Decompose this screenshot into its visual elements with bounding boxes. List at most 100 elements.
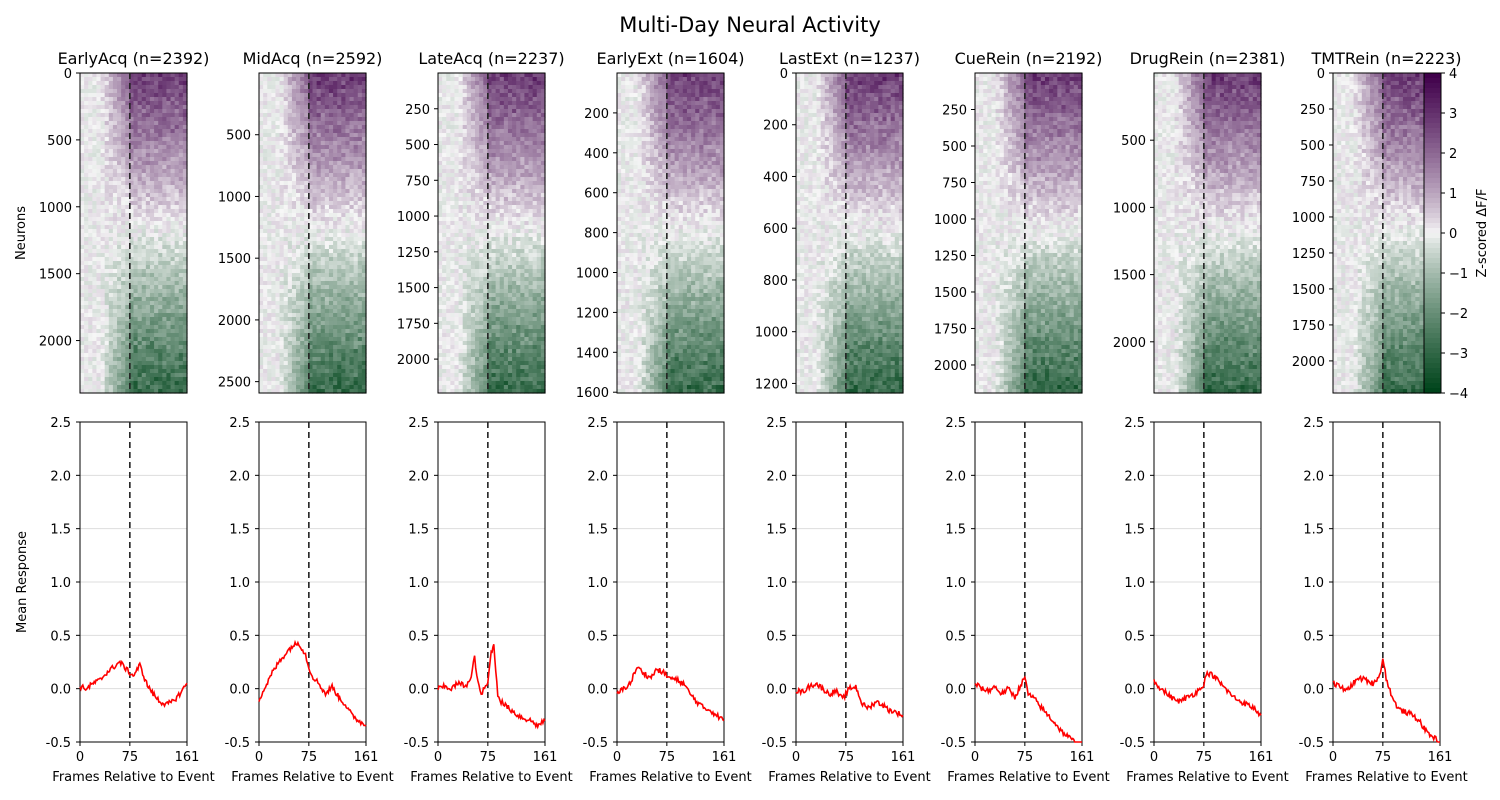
heatmap-cell	[304, 261, 309, 266]
heatmap-cell	[263, 133, 268, 138]
heatmap-cell	[158, 245, 163, 250]
heatmap-cell	[540, 129, 546, 134]
heatmap-cell	[174, 273, 180, 278]
heatmap-cell	[337, 81, 342, 86]
heatmap-cell	[287, 137, 293, 142]
heatmap-cell	[296, 161, 301, 166]
heatmap-cell	[145, 121, 151, 126]
heatmap-cell	[536, 117, 542, 122]
heatmap-cell	[454, 141, 460, 146]
heatmap-cell	[162, 261, 168, 266]
heatmap-cell	[283, 261, 289, 266]
heatmap-cell	[536, 181, 542, 186]
heatmap-cell	[96, 329, 102, 334]
heatmap-cell	[112, 229, 118, 234]
heatmap-cell	[275, 225, 281, 230]
heatmap-cell	[112, 333, 118, 338]
heatmap-cell	[178, 357, 184, 362]
heatmap-cell	[108, 245, 114, 250]
heatmap-cell	[125, 237, 130, 242]
heatmap-cell	[361, 181, 367, 186]
heatmap-cell	[80, 169, 85, 174]
heatmap-cell	[454, 161, 460, 166]
heatmap-cell	[349, 189, 355, 194]
heatmap-cell	[84, 289, 89, 294]
heatmap-cell	[162, 345, 168, 350]
heatmap-cell	[279, 325, 285, 330]
heatmap-cell	[170, 369, 176, 374]
heatmap-cell	[304, 125, 309, 130]
heatmap-cell	[308, 241, 314, 246]
heatmap-cell	[341, 297, 347, 302]
heatmap-cell	[345, 281, 351, 286]
heatmap-cell	[104, 173, 110, 178]
heatmap-cell	[158, 261, 163, 266]
heatmap-cell	[158, 149, 163, 154]
heatmap-cell	[283, 121, 289, 126]
heatmap-cell	[287, 165, 293, 170]
heatmap-cell	[337, 369, 342, 374]
heatmap-cell	[349, 345, 355, 350]
heatmap-cell	[312, 305, 318, 310]
heatmap-cell	[446, 101, 451, 106]
heatmap-cell	[454, 97, 460, 102]
heatmap-cell	[304, 325, 309, 330]
heatmap-cell	[316, 189, 322, 194]
heatmap-cell	[479, 73, 484, 78]
heatmap-cell	[267, 197, 272, 202]
heatmap-cell	[296, 297, 301, 302]
heatmap-cell	[499, 157, 505, 162]
heatmap-cell	[108, 261, 114, 266]
heatmap-cell	[88, 229, 93, 234]
heatmap-cell	[149, 221, 155, 226]
heatmap-cell	[361, 221, 367, 226]
heatmap-cell	[308, 97, 314, 102]
heatmap-cell	[133, 277, 139, 282]
heatmap-cell	[117, 297, 122, 302]
heatmap-cell	[462, 77, 468, 82]
heatmap-cell	[328, 197, 334, 202]
heatmap-cell	[137, 209, 143, 214]
heatmap-cell	[353, 269, 359, 274]
heatmap-cell	[483, 117, 488, 122]
heatmap-cell	[470, 185, 476, 190]
heatmap-cell	[259, 341, 264, 346]
heatmap-cell	[174, 305, 180, 310]
heatmap-cell	[149, 381, 155, 386]
heatmap-cell	[259, 301, 264, 306]
heatmap-cell	[158, 253, 163, 258]
heatmap-cell	[275, 269, 281, 274]
heatmap-cell	[271, 169, 277, 174]
heatmap-cell	[158, 265, 163, 270]
heatmap-cell	[324, 377, 330, 382]
heatmap-cell	[308, 137, 314, 142]
heatmap-cell	[271, 281, 277, 286]
heatmap-cell	[532, 177, 538, 182]
heatmap-cell	[345, 309, 351, 314]
heatmap-cell	[84, 189, 89, 194]
heatmap-cell	[145, 237, 151, 242]
heatmap-cell	[125, 189, 130, 194]
heatmap-cell	[154, 273, 159, 278]
heatmap-cell	[316, 241, 322, 246]
heatmap-cell	[182, 329, 188, 334]
heatmap-cell	[353, 101, 359, 106]
heatmap-cell	[361, 101, 367, 106]
heatmap-cell	[442, 161, 447, 166]
heatmap-cell	[316, 185, 322, 190]
heatmap-cell	[495, 89, 501, 94]
heatmap-cell	[287, 205, 293, 210]
heatmap-cell	[454, 73, 460, 78]
heatmap-cell	[137, 221, 143, 226]
heatmap-cell	[133, 365, 139, 370]
heatmap-cell	[117, 325, 122, 330]
heatmap-cell	[316, 133, 322, 138]
heatmap-cell	[112, 221, 118, 226]
heatmap-cell	[104, 353, 110, 358]
heatmap-cell	[458, 165, 464, 170]
heatmap-cell	[121, 329, 126, 334]
heatmap-cell	[80, 273, 85, 278]
heatmap-cell	[117, 229, 122, 234]
heatmap-cell	[507, 153, 513, 158]
heatmap-cell	[308, 321, 314, 326]
